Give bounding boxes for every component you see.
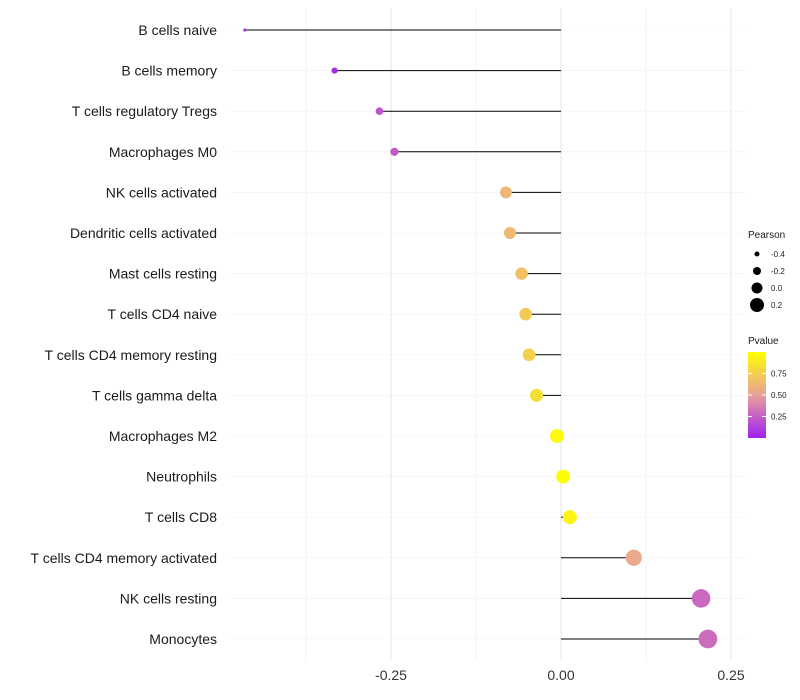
lollipop-point <box>698 629 718 649</box>
colorbar-tick-label: 0.75 <box>771 370 787 379</box>
category-label: B cells naive <box>138 22 217 38</box>
lollipop-point <box>390 147 399 156</box>
grid-layer <box>230 8 745 660</box>
size-legend-label: 0.0 <box>771 284 783 293</box>
lollipop-point <box>331 67 338 74</box>
lollipop-point <box>550 429 564 443</box>
size-legend-label: -0.2 <box>771 267 785 276</box>
size-legend-dot <box>751 282 763 294</box>
category-label: T cells CD8 <box>145 509 217 525</box>
size-legend-dot <box>754 251 760 257</box>
size-legend-title: Pearson <box>748 230 785 241</box>
lollipop-point <box>691 589 711 608</box>
color-legend: Pvalue 0.75 0.50 0.25 <box>748 336 787 438</box>
lollipop-point <box>556 469 570 484</box>
x-axis-ticks: -0.25 0.00 0.25 <box>375 667 745 683</box>
category-label: T cells regulatory Tregs <box>72 103 217 119</box>
lollipop-point <box>515 267 528 280</box>
category-label: Mast cells resting <box>109 266 217 282</box>
lollipop-point <box>530 388 544 402</box>
category-label: NK cells resting <box>120 590 217 606</box>
x-tick-label: -0.25 <box>375 667 407 683</box>
lollipop-point <box>625 549 642 566</box>
color-legend-title: Pvalue <box>748 336 779 347</box>
category-label: Monocytes <box>149 631 217 647</box>
lollipop-point <box>503 226 517 240</box>
size-legend-label: 0.2 <box>771 301 783 310</box>
colorbar-tick-label: 0.50 <box>771 391 787 400</box>
lollipop-point <box>562 510 577 525</box>
x-tick-label: 0.25 <box>717 667 744 683</box>
category-label: Dendritic cells activated <box>70 225 217 241</box>
size-legend: Pearson -0.4 -0.2 0.0 0.2 <box>748 230 785 312</box>
category-label: NK cells activated <box>106 184 217 200</box>
category-label: T cells gamma delta <box>92 387 217 403</box>
size-legend-label: -0.4 <box>771 250 785 259</box>
lollipop-point <box>519 307 532 321</box>
category-label: Macrophages M0 <box>109 144 217 160</box>
points-layer <box>243 28 718 649</box>
category-label: T cells CD4 naive <box>108 306 218 322</box>
category-label: Neutrophils <box>146 469 217 485</box>
lollipop-point <box>522 348 536 362</box>
colorbar-tick-label: 0.25 <box>771 413 787 422</box>
lollipop-point <box>243 28 247 32</box>
category-labels: B cells naive B cells memory T cells regul… <box>31 22 218 647</box>
lollipop-point <box>499 186 512 199</box>
lollipop-point <box>375 107 384 116</box>
category-label: B cells memory <box>121 63 217 79</box>
category-label: T cells CD4 memory resting <box>45 347 217 363</box>
size-legend-dot <box>753 267 761 275</box>
x-tick-label: 0.00 <box>547 667 574 683</box>
category-label: T cells CD4 memory activated <box>31 550 217 566</box>
category-label: Macrophages M2 <box>109 428 217 444</box>
size-legend-dot <box>750 298 764 312</box>
pvalue-colorbar <box>748 352 766 438</box>
stems-layer <box>244 29 708 640</box>
